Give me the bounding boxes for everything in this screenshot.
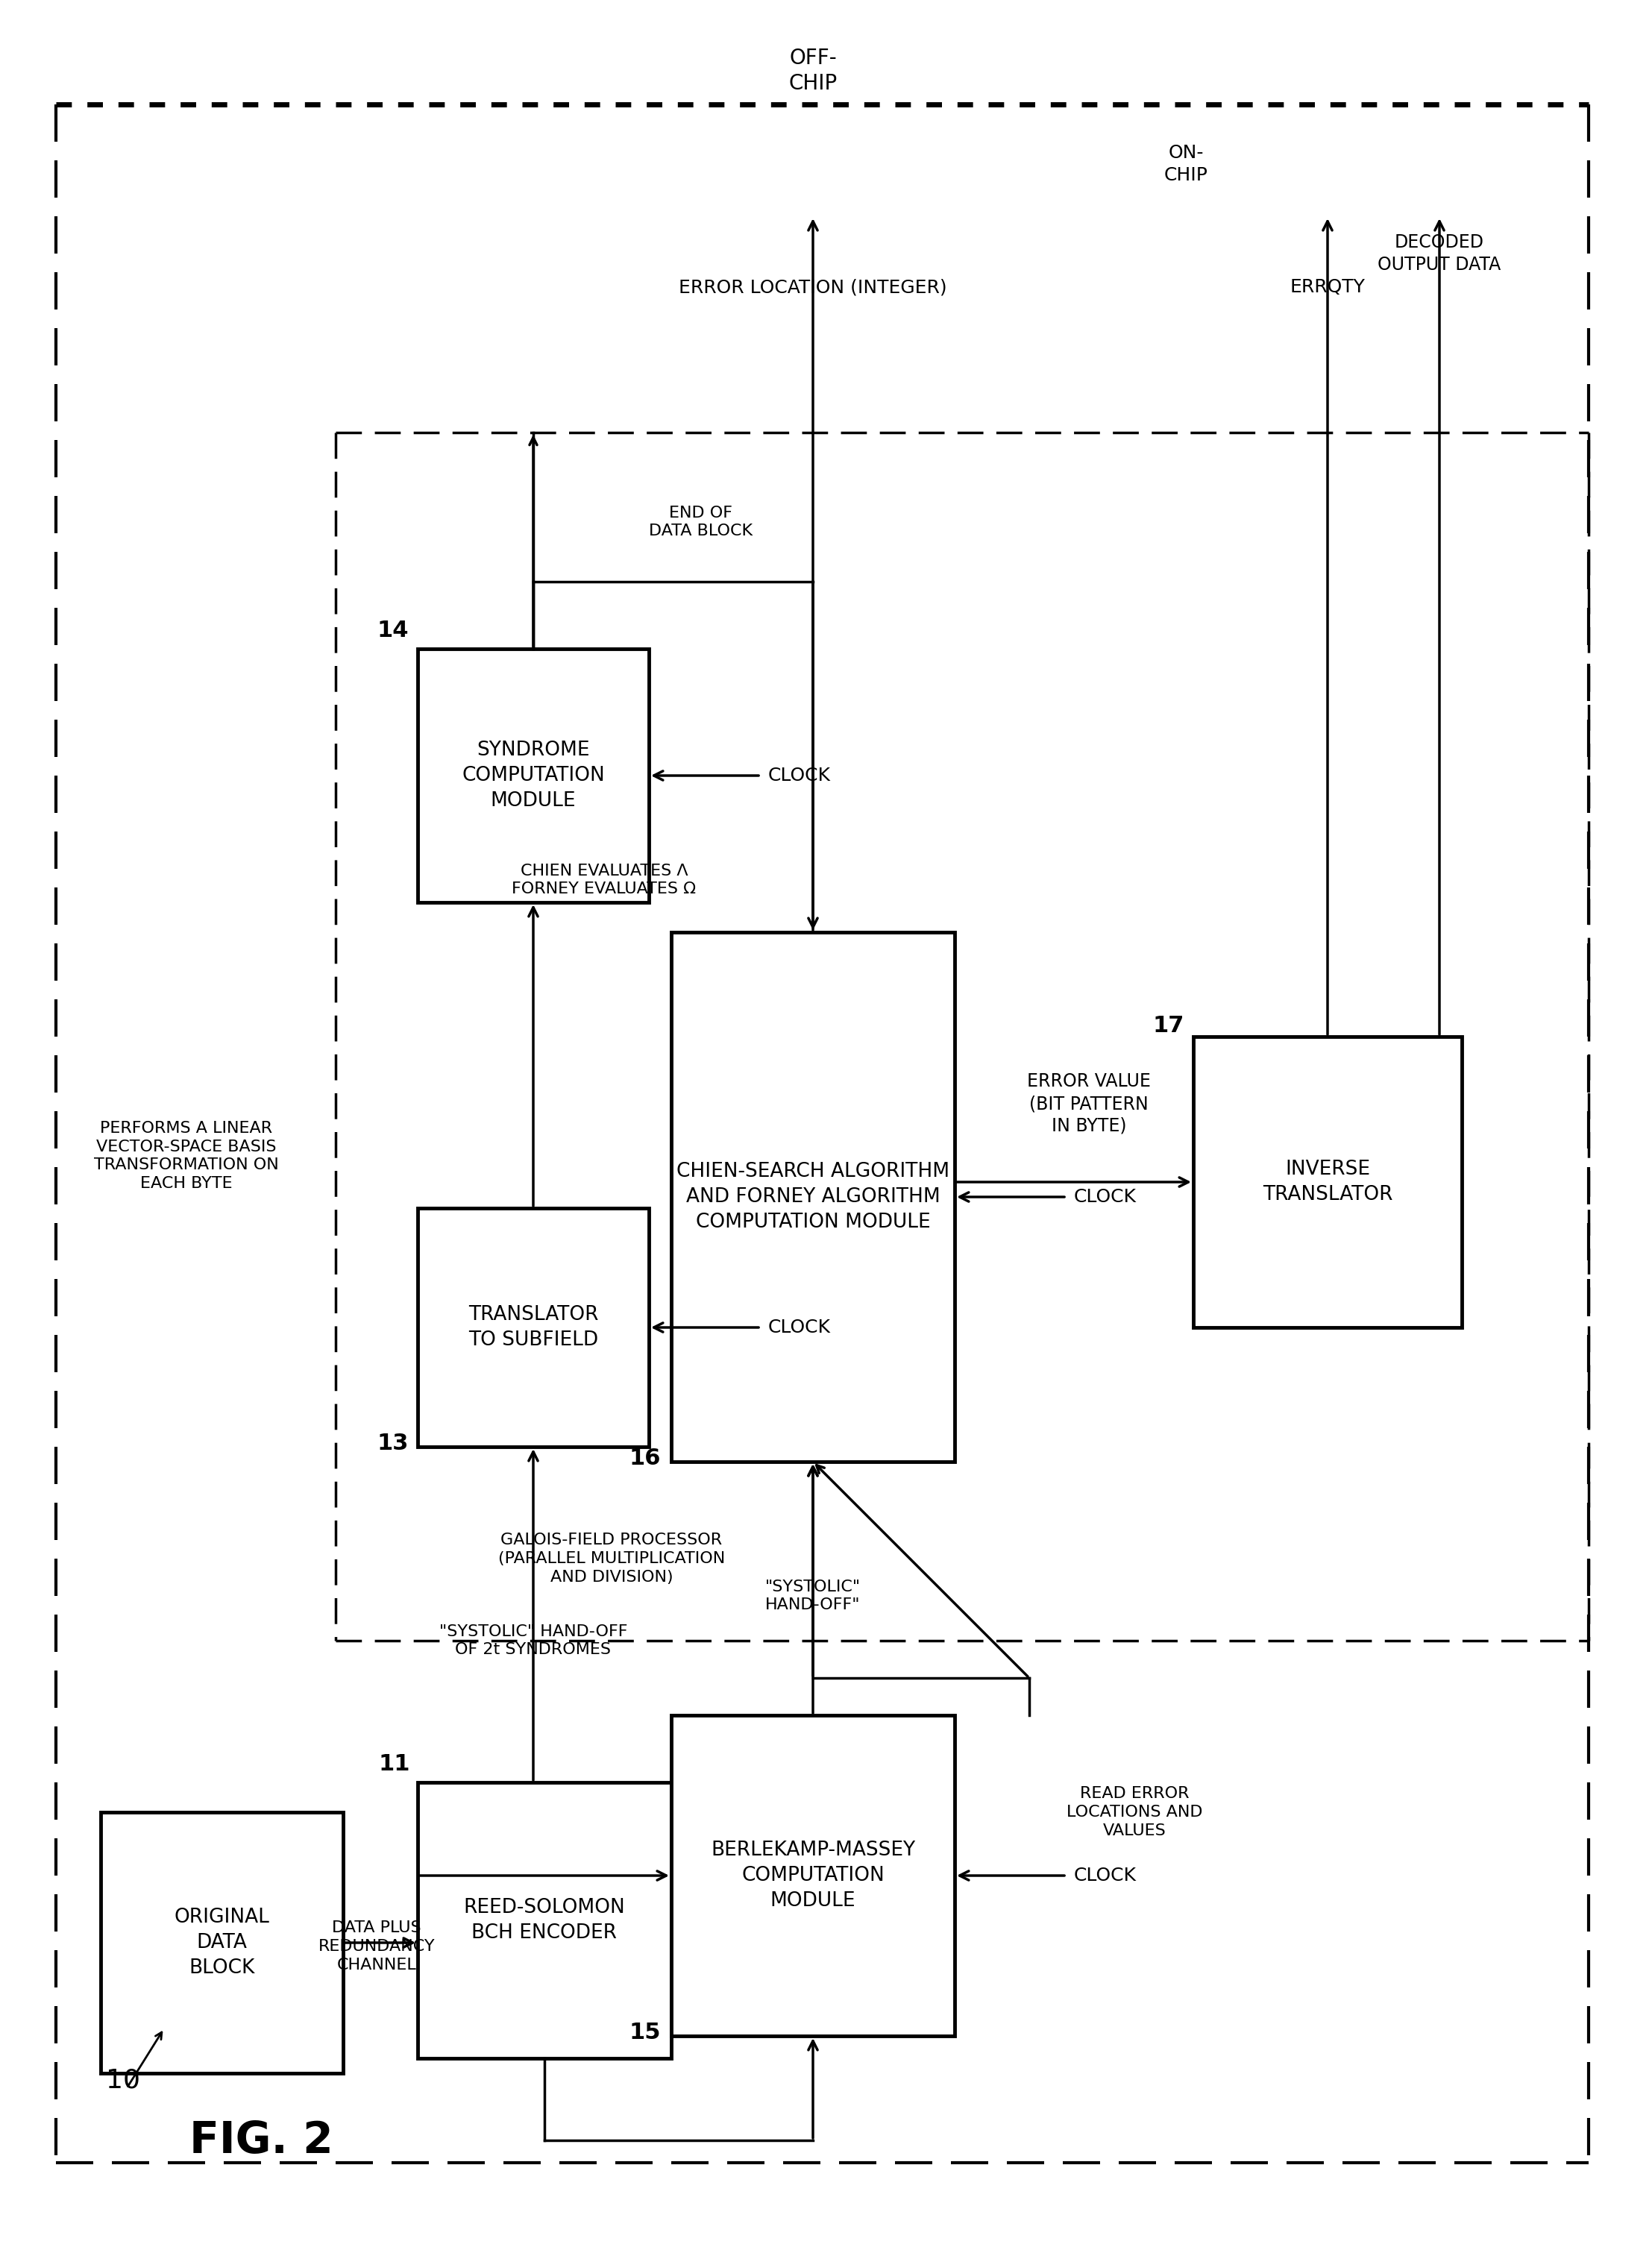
Bar — [101, 1813, 344, 2073]
Text: TRANSLATOR
TO SUBFIELD: TRANSLATOR TO SUBFIELD — [468, 1306, 598, 1351]
Text: READ ERROR
LOCATIONS AND
VALUES: READ ERROR LOCATIONS AND VALUES — [1067, 1786, 1203, 1838]
Text: BERLEKAMP-MASSEY
COMPUTATION
MODULE: BERLEKAMP-MASSEY COMPUTATION MODULE — [710, 1840, 915, 1910]
Text: ON-
CHIP: ON- CHIP — [1165, 144, 1208, 184]
Text: CHIEN EVALUATES Λ
FORNEY EVALUATES Ω: CHIEN EVALUATES Λ FORNEY EVALUATES Ω — [512, 864, 695, 898]
Text: ERROR LOCATION (INTEGER): ERROR LOCATION (INTEGER) — [679, 278, 947, 296]
Text: 10: 10 — [106, 2069, 140, 2094]
Text: DATA PLUS
REDUNDANCY
CHANNEL: DATA PLUS REDUNDANCY CHANNEL — [319, 1921, 434, 1972]
Text: ORIGINAL
DATA
BLOCK: ORIGINAL DATA BLOCK — [173, 1907, 269, 1977]
Text: GALOIS-FIELD PROCESSOR
(PARALLEL MULTIPLICATION
AND DIVISION): GALOIS-FIELD PROCESSOR (PARALLEL MULTIPL… — [499, 1533, 725, 1584]
Text: 17: 17 — [1153, 1014, 1184, 1037]
Text: 15: 15 — [629, 2022, 661, 2044]
Text: ERROR VALUE
(BIT PATTERN
IN BYTE): ERROR VALUE (BIT PATTERN IN BYTE) — [1028, 1073, 1151, 1135]
Text: INVERSE
TRANSLATOR: INVERSE TRANSLATOR — [1262, 1160, 1393, 1205]
Text: PERFORMS A LINEAR
VECTOR-SPACE BASIS
TRANSFORMATION ON
EACH BYTE: PERFORMS A LINEAR VECTOR-SPACE BASIS TRA… — [94, 1120, 279, 1192]
Text: FIG. 2: FIG. 2 — [190, 2118, 334, 2161]
Text: OFF-
CHIP: OFF- CHIP — [788, 47, 838, 94]
Bar — [418, 1207, 649, 1447]
Text: CLOCK: CLOCK — [768, 1319, 831, 1337]
Bar — [1193, 1037, 1462, 1328]
Text: ERRQTY: ERRQTY — [1290, 278, 1365, 296]
Text: CLOCK: CLOCK — [1074, 1867, 1137, 1885]
Text: REED-SOLOMON
BCH ENCODER: REED-SOLOMON BCH ENCODER — [464, 1898, 624, 1943]
Text: CLOCK: CLOCK — [1074, 1187, 1137, 1205]
Text: "SYSTOLIC" HAND-OFF
OF 2t SYNDROMES: "SYSTOLIC" HAND-OFF OF 2t SYNDROMES — [439, 1625, 628, 1658]
Text: CLOCK: CLOCK — [768, 767, 831, 785]
Text: 13: 13 — [377, 1432, 408, 1454]
Bar — [671, 1714, 955, 2035]
Text: CHIEN-SEARCH ALGORITHM
AND FORNEY ALGORITHM
COMPUTATION MODULE: CHIEN-SEARCH ALGORITHM AND FORNEY ALGORI… — [676, 1162, 950, 1232]
Text: DECODED
OUTPUT DATA: DECODED OUTPUT DATA — [1378, 233, 1502, 274]
Text: "SYSTOLIC"
HAND-OFF": "SYSTOLIC" HAND-OFF" — [765, 1580, 861, 1613]
Text: 16: 16 — [629, 1447, 661, 1470]
Bar — [418, 649, 649, 902]
Text: SYNDROME
COMPUTATION
MODULE: SYNDROME COMPUTATION MODULE — [463, 741, 605, 810]
Text: END OF
DATA BLOCK: END OF DATA BLOCK — [649, 505, 753, 539]
Bar — [671, 931, 955, 1461]
Bar — [418, 1782, 671, 2058]
Text: 14: 14 — [377, 619, 408, 642]
Text: 11: 11 — [378, 1753, 410, 1775]
